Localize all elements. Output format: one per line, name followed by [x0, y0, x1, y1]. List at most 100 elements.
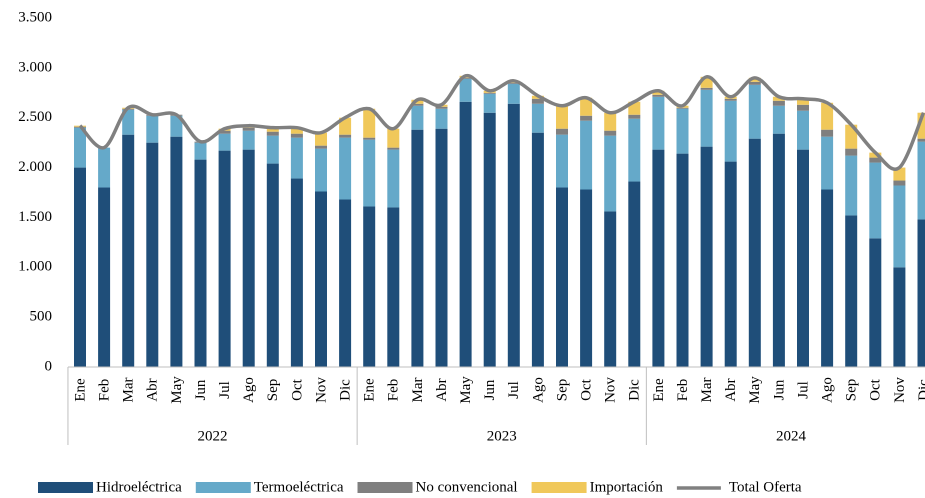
x-tick-label: May: [458, 376, 474, 404]
legend-swatch: [195, 482, 251, 493]
x-tick-label: Ago: [530, 377, 546, 403]
bar-segment: [893, 180, 906, 186]
bar-segment: [290, 137, 303, 179]
total-line: [78, 74, 925, 171]
group-label: 2022: [198, 428, 228, 444]
bar-segment: [411, 129, 424, 367]
y-tick-label: 2.000: [18, 159, 52, 175]
bar-segment: [315, 132, 327, 146]
bar-segment: [507, 82, 520, 84]
bar-segment: [869, 152, 882, 158]
legend-label: Importación: [590, 479, 664, 495]
legend-swatch: [531, 482, 587, 493]
x-tick-label: Oct: [289, 378, 305, 400]
bar-segment: [483, 92, 496, 94]
bar-segment: [821, 136, 834, 190]
bar-segment: [531, 132, 544, 367]
bar-segment: [242, 149, 255, 367]
bar-segment: [459, 78, 472, 102]
bar-segment: [580, 120, 593, 190]
bar-segment: [748, 81, 761, 85]
bar-segment: [917, 138, 925, 142]
bar-segment: [363, 206, 376, 367]
bar-segment: [556, 187, 568, 367]
x-tick-label: Jul: [506, 381, 522, 399]
bar-segment: [290, 133, 303, 138]
x-tick-label: Feb: [97, 379, 113, 402]
bar-segment: [797, 110, 809, 150]
bar-segment: [242, 127, 255, 131]
legend-label: Termoeléctrica: [254, 479, 344, 495]
bar-segment: [483, 93, 496, 113]
x-tick-label: Ene: [651, 378, 667, 402]
bar-segment: [604, 211, 617, 367]
x-tick-label: Ago: [820, 377, 836, 403]
bar-segment: [459, 101, 472, 367]
x-tick-label: Ene: [72, 378, 88, 402]
x-tick-label: Jun: [771, 379, 787, 400]
x-tick-label: Abr: [723, 378, 739, 401]
x-tick-label: Sep: [554, 379, 570, 402]
bar-segment: [339, 199, 352, 367]
bar-segment: [146, 142, 159, 367]
bar-segment: [821, 129, 834, 137]
bar-segment: [363, 137, 376, 140]
bar-segment: [556, 128, 568, 135]
x-tick-label: Dic: [338, 379, 354, 401]
bar-segment: [724, 100, 737, 162]
x-tick-label: Mar: [121, 378, 137, 403]
bar-segment: [363, 108, 376, 138]
bar-segment: [531, 103, 544, 133]
bar-segment: [315, 191, 327, 367]
x-tick-label: Abr: [145, 378, 161, 401]
bar-segment: [339, 137, 352, 200]
bar-segment: [411, 105, 424, 130]
bar-segment: [290, 127, 303, 134]
bar-segment: [531, 98, 544, 104]
bar-segment: [507, 83, 520, 104]
legend-swatch: [38, 482, 93, 493]
bar-segment: [266, 127, 279, 132]
group-label: 2024: [776, 428, 807, 444]
x-tick-label: Dic: [627, 379, 643, 401]
x-tick-label: Sep: [265, 379, 281, 402]
bar-segment: [652, 149, 665, 367]
legend-label: No convencional: [416, 479, 518, 495]
bar-segment: [122, 109, 135, 135]
bar-segment: [339, 134, 352, 138]
bar-segment: [821, 102, 834, 130]
x-tick-label: Oct: [579, 378, 595, 400]
x-tick-label: Jul: [795, 381, 811, 399]
bar-segment: [387, 128, 400, 148]
bar-segment: [580, 189, 593, 367]
bar-segment: [676, 153, 689, 367]
y-tick-label: 2.500: [18, 109, 52, 125]
x-tick-label: Jun: [193, 379, 209, 400]
bar-segment: [218, 130, 231, 134]
bar-segment: [748, 138, 761, 367]
x-tick-label: Nov: [313, 377, 329, 403]
y-tick-label: 3.000: [18, 59, 52, 75]
bar-segment: [797, 104, 809, 111]
bar-segment: [74, 127, 86, 168]
bar-segment: [845, 148, 858, 156]
bar-segment: [893, 267, 906, 367]
bar-segment: [917, 219, 925, 367]
x-tick-label: Jun: [482, 379, 498, 400]
bar-segment: [869, 157, 882, 163]
y-tick-label: 1.000: [18, 259, 52, 275]
legend-label: Hidroeléctrica: [96, 479, 182, 495]
bar-segment: [772, 100, 785, 106]
bar-segment: [507, 103, 520, 368]
legend-swatch: [357, 482, 413, 493]
x-tick-label: Jul: [217, 381, 233, 399]
bar-segment: [700, 89, 713, 147]
bar-segment: [339, 117, 352, 135]
x-tick-label: Mar: [410, 378, 426, 403]
bar-segment: [363, 139, 376, 207]
bar-segment: [435, 128, 448, 367]
bar-segment: [652, 94, 665, 97]
bar-segment: [74, 167, 86, 367]
bar-segment: [194, 142, 207, 160]
